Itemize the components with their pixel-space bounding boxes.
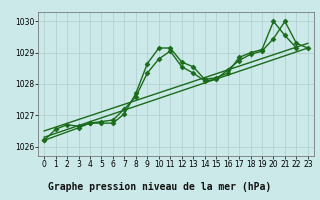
Text: Graphe pression niveau de la mer (hPa): Graphe pression niveau de la mer (hPa) (48, 182, 272, 192)
